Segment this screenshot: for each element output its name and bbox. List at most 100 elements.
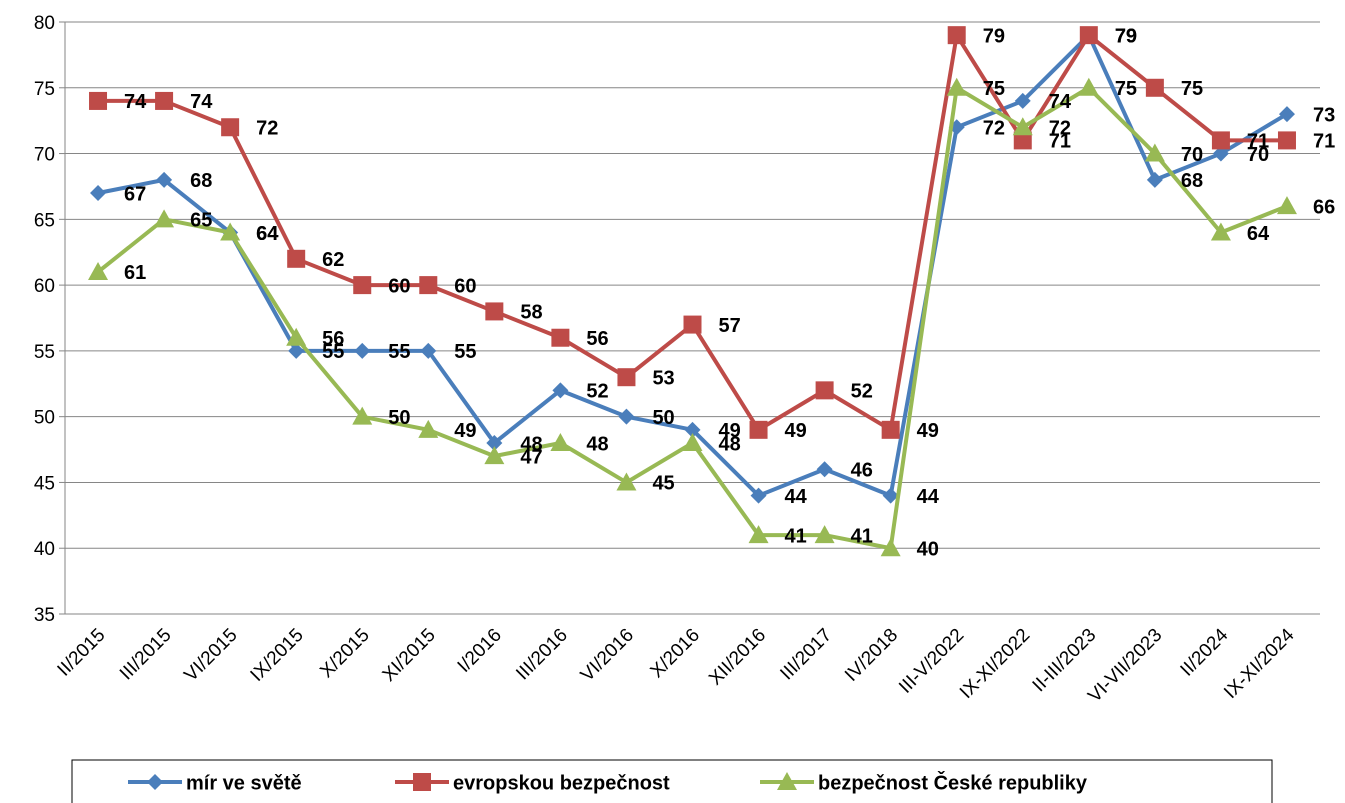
data-label: 71 [1313,131,1335,153]
marker [815,381,834,400]
data-label: 49 [917,420,939,442]
marker [89,91,108,110]
y-tick-label: 55 [34,342,55,363]
data-label: 70 [1181,144,1203,166]
data-label: 56 [322,328,344,350]
marker [1278,106,1295,123]
data-label: 67 [124,183,146,205]
marker [90,185,107,202]
data-label: 47 [520,446,542,468]
x-tick-label: X/2015 [316,625,373,682]
data-label: 79 [983,25,1005,47]
y-tick-label: 70 [34,145,55,166]
data-label: 52 [851,381,873,403]
x-tick-label: VI/2016 [577,625,638,686]
marker [814,525,835,544]
y-tick-label: 40 [34,539,55,560]
data-label: 48 [719,433,741,455]
marker [750,487,767,504]
marker [1012,117,1033,136]
x-tick-label: IX-XI/2022 [956,625,1034,703]
marker [617,368,636,387]
data-label: 74 [1049,91,1072,113]
data-label: 68 [190,170,212,192]
data-label: 64 [1247,223,1270,245]
marker [154,209,175,228]
data-label: 72 [256,118,278,140]
data-label: 71 [1049,131,1071,153]
x-tick-label: VI/2015 [181,625,242,686]
marker [147,774,163,790]
marker [682,432,703,451]
marker [618,408,635,425]
y-tick-label: 65 [34,210,55,231]
marker [1212,145,1229,162]
data-label: 52 [586,381,608,403]
marker [484,446,505,465]
series [90,27,1295,504]
x-tick-label: II/2024 [1177,624,1233,680]
data-label: 49 [785,420,807,442]
x-tick-label: XII/2016 [705,625,770,690]
legend-label: mír ve světě [186,772,302,794]
data-label: 48 [586,433,608,455]
x-tick-label: III/2017 [776,625,836,685]
marker [1210,222,1231,241]
data-label: 74 [124,91,147,113]
marker [1145,78,1164,97]
data-label: 55 [454,341,476,363]
data-label: 48 [520,433,542,455]
data-label: 58 [520,302,542,324]
data-label: 57 [719,315,741,337]
data-label: 61 [124,262,146,284]
marker [816,461,833,478]
marker [777,772,797,790]
marker [1078,77,1099,96]
marker [221,118,240,137]
data-label: 56 [586,328,608,350]
x-tick-label: IX-XI/2024 [1220,624,1299,703]
marker [486,434,503,451]
data-label: 75 [1115,78,1137,100]
marker [882,487,899,504]
marker [551,328,570,347]
data-label: 60 [454,275,476,297]
marker [684,421,701,438]
data-label: 74 [190,91,213,113]
data-label: 45 [652,473,674,495]
marker [352,406,373,425]
marker [287,249,306,268]
y-tick-label: 80 [34,13,55,34]
marker [354,342,371,359]
data-label: 40 [917,539,939,561]
marker [156,171,173,188]
data-label: 41 [851,525,873,547]
data-label: 75 [1181,78,1203,100]
data-label: 75 [983,78,1005,100]
marker [286,327,307,346]
marker [947,26,966,45]
marker [420,342,437,359]
data-label: 64 [256,223,279,245]
data-label: 64 [256,223,279,245]
x-tick-label: X/2016 [647,625,704,682]
data-label: 71 [1247,131,1269,153]
y-tick-label: 45 [34,473,55,494]
x-tick-label: IV/2018 [841,625,902,686]
data-label: 49 [719,420,741,442]
y-tick-label: 35 [34,605,55,626]
marker [1211,131,1230,150]
data-label: 60 [388,275,410,297]
marker [616,472,637,491]
data-label: 50 [652,407,674,429]
y-tick-label: 75 [34,79,55,100]
y-tick-label: 60 [34,276,55,297]
legend-box [71,759,1273,803]
marker [881,420,900,439]
marker [288,342,305,359]
x-tick-label: II/2015 [54,625,110,681]
data-label: 79 [1115,25,1137,47]
x-tick-label: IX/2015 [247,625,308,686]
marker [1013,131,1032,150]
